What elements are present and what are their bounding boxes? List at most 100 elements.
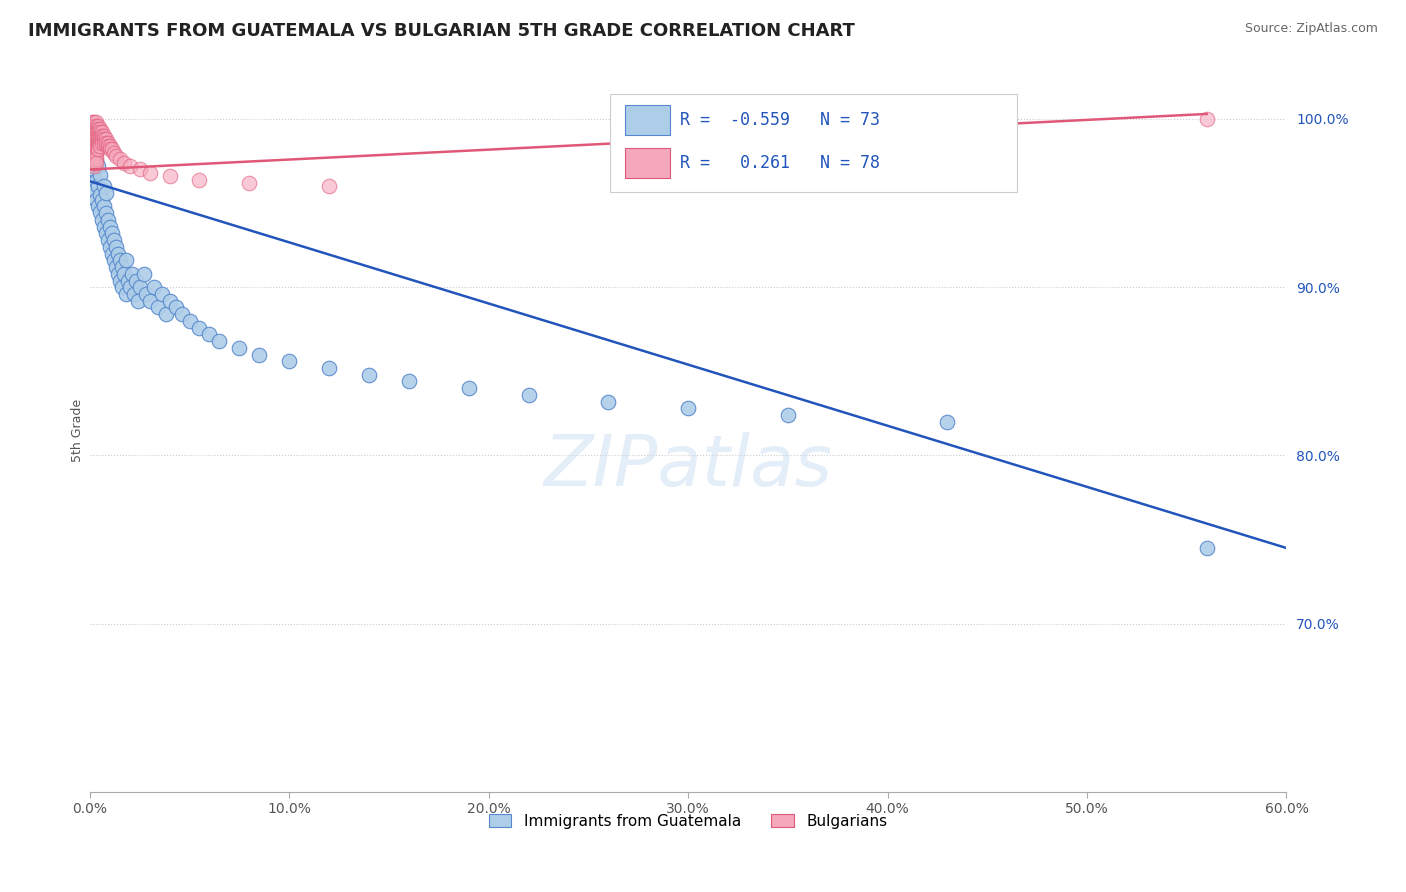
Point [87, 128, 110, 143]
Point [80, 125, 103, 139]
Point [84, 149, 107, 163]
Point [89, 204, 111, 219]
Point [90, 213, 112, 227]
Point [84, 115, 107, 129]
Text: R =   0.261   N = 78: R = 0.261 N = 78 [679, 154, 880, 172]
Point [165, 301, 187, 315]
Point [83, 142, 105, 156]
Point [188, 172, 211, 186]
Point [90, 125, 112, 139]
Point [457, 381, 479, 395]
Point [155, 307, 177, 321]
Point [89, 187, 111, 202]
Point [83, 149, 105, 163]
Point [150, 287, 173, 301]
Point [87, 159, 110, 173]
Point [98, 219, 121, 234]
Point [83, 155, 105, 169]
Point [1195, 541, 1218, 555]
Text: Source: ZipAtlas.com: Source: ZipAtlas.com [1244, 22, 1378, 36]
Point [87, 179, 110, 194]
Point [87, 132, 110, 146]
FancyBboxPatch shape [610, 94, 1017, 192]
Point [84, 125, 107, 139]
Point [97, 233, 120, 247]
Point [117, 273, 139, 287]
Point [170, 307, 193, 321]
Point [84, 193, 107, 207]
Point [112, 155, 135, 169]
Point [398, 375, 420, 389]
Point [98, 240, 121, 254]
Point [87, 122, 110, 136]
Point [114, 287, 136, 301]
Point [100, 227, 122, 241]
Point [89, 168, 111, 182]
Point [84, 142, 107, 156]
Point [103, 233, 125, 247]
Point [108, 273, 131, 287]
Y-axis label: 5th Grade: 5th Grade [72, 399, 84, 462]
Point [94, 186, 117, 200]
Point [89, 122, 111, 136]
Point [80, 176, 103, 190]
Point [80, 132, 103, 146]
Point [94, 227, 117, 241]
Point [188, 320, 211, 334]
Point [97, 139, 120, 153]
Point [80, 128, 103, 143]
Point [142, 280, 165, 294]
Point [93, 128, 115, 143]
Point [93, 136, 115, 150]
Point [100, 142, 122, 156]
Point [107, 246, 129, 260]
Point [80, 142, 103, 156]
Point [135, 287, 157, 301]
Point [84, 136, 107, 150]
Point [84, 153, 107, 167]
Point [80, 139, 103, 153]
Point [159, 169, 181, 184]
Point [517, 388, 540, 402]
Point [80, 149, 103, 163]
Point [89, 125, 111, 139]
Point [936, 415, 959, 429]
Point [84, 119, 107, 133]
Point [104, 260, 127, 274]
Text: ZIPatlas: ZIPatlas [544, 432, 832, 501]
Point [80, 119, 103, 133]
Point [87, 139, 110, 153]
Point [84, 122, 107, 136]
Point [94, 206, 117, 220]
Point [138, 293, 160, 308]
Point [103, 145, 125, 160]
Point [118, 280, 141, 294]
Point [90, 193, 112, 207]
Point [98, 142, 121, 156]
Point [84, 145, 107, 160]
Point [83, 122, 105, 136]
Point [83, 136, 105, 150]
Point [93, 199, 115, 213]
Point [80, 145, 103, 160]
Point [83, 139, 105, 153]
Point [97, 136, 120, 150]
Point [228, 341, 250, 355]
Point [111, 280, 134, 294]
Point [598, 394, 620, 409]
Point [83, 159, 105, 173]
Point [124, 273, 146, 287]
Point [318, 361, 340, 376]
Point [179, 314, 201, 328]
Point [80, 115, 103, 129]
Point [94, 136, 117, 150]
Point [80, 136, 103, 150]
Point [114, 253, 136, 268]
Point [103, 253, 125, 268]
Point [776, 408, 799, 422]
Point [84, 154, 107, 169]
Point [83, 145, 105, 160]
Point [111, 260, 134, 274]
Point [121, 267, 143, 281]
Point [83, 183, 105, 197]
